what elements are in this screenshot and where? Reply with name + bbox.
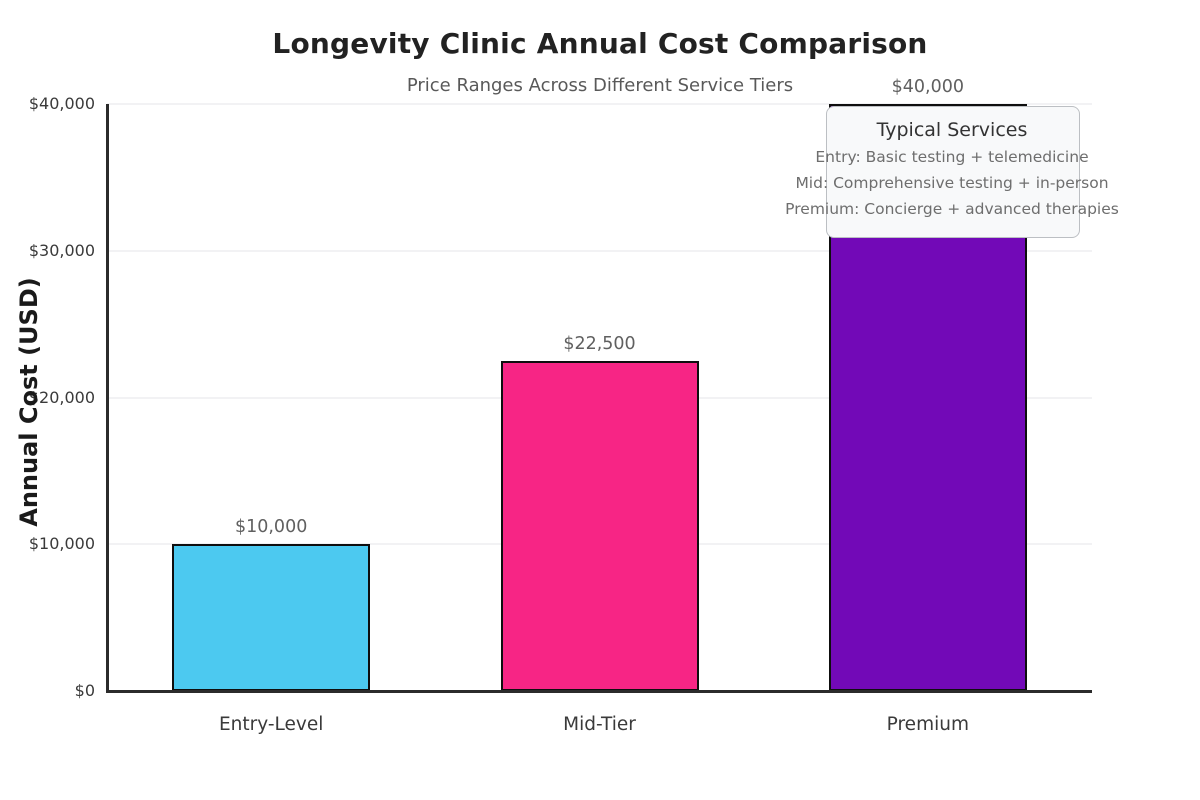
annotation-box bbox=[826, 106, 1080, 238]
value-label-entry-level: $10,000 bbox=[234, 517, 308, 538]
y-tick-10000: $10,000 bbox=[28, 534, 95, 554]
chart-subtitle: Price Ranges Across Different Service Ti… bbox=[406, 75, 794, 96]
annotation-line-premium: Premium: Concierge + advanced therapies bbox=[785, 200, 1119, 218]
y-tick-30000: $30,000 bbox=[28, 240, 95, 260]
y-tick-20000: $20,000 bbox=[28, 387, 95, 407]
annotation-title: Typical Services bbox=[876, 119, 1028, 141]
y-axis-spine bbox=[106, 104, 109, 693]
value-label-premium: $40,000 bbox=[891, 77, 965, 97]
bar-mid-tier bbox=[500, 360, 699, 691]
x-tick-entry-level: Entry-Level bbox=[218, 714, 324, 735]
value-label-mid-tier: $22,500 bbox=[563, 333, 636, 354]
x-axis-spine bbox=[106, 690, 1092, 693]
bar-entry-level bbox=[172, 544, 371, 691]
x-tick-mid-tier: Mid-Tier bbox=[563, 714, 636, 735]
annotation-line-mid: Mid: Comprehensive testing + in-person bbox=[795, 174, 1109, 192]
annotation-content: Typical Services Entry: Basic testing + … bbox=[785, 119, 1119, 222]
chart-title: Longevity Clinic Annual Cost Comparison bbox=[272, 27, 928, 60]
y-tick-40000: $40,000 bbox=[28, 94, 95, 113]
y-tick-0: $0 bbox=[74, 681, 95, 700]
gridline-40000 bbox=[107, 103, 1092, 105]
annotation-line-entry: Entry: Basic testing + telemedicine bbox=[815, 148, 1089, 166]
gridline-30000 bbox=[107, 249, 1092, 252]
y-axis-label: Annual Cost (USD) bbox=[15, 277, 43, 527]
x-tick-premium: Premium bbox=[886, 714, 969, 735]
